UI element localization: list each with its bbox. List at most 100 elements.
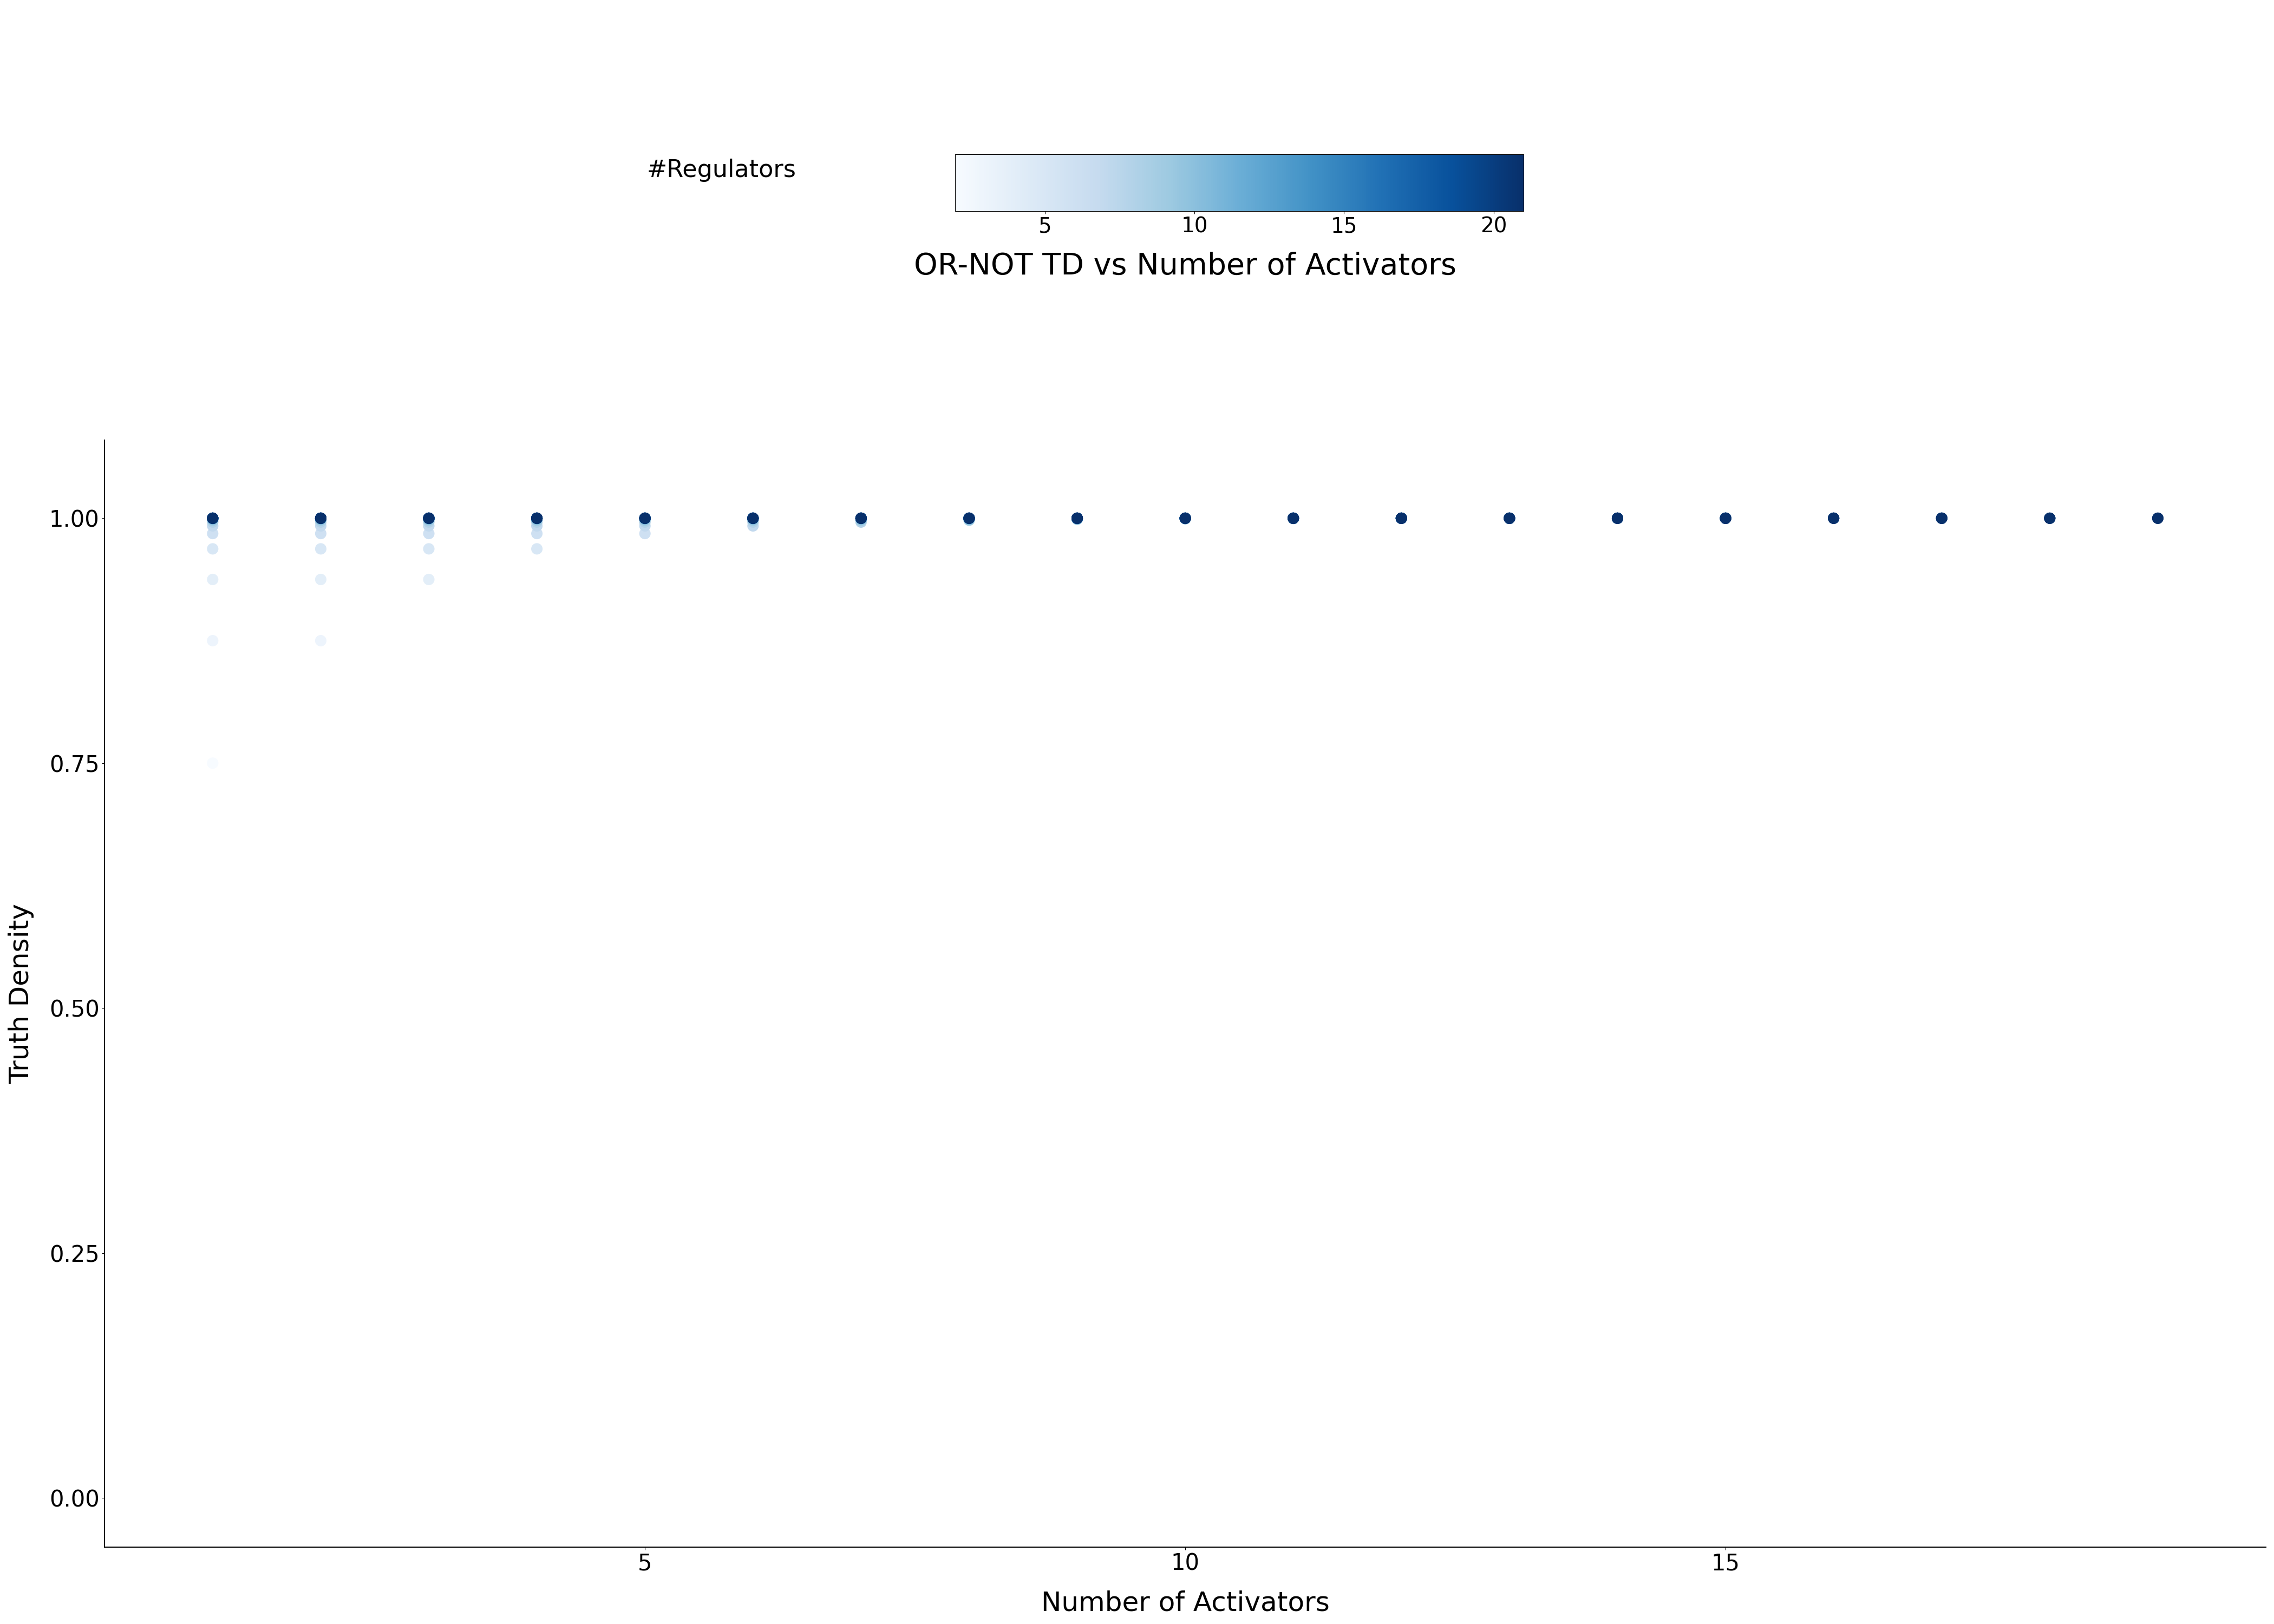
Point — [302, 505, 339, 531]
Point — [302, 507, 339, 533]
Point — [518, 521, 555, 547]
Text: #Regulators: #Regulators — [646, 159, 796, 182]
Point — [1060, 505, 1096, 531]
Point — [735, 505, 771, 531]
Point — [951, 505, 987, 531]
Point — [196, 505, 232, 531]
Point — [628, 505, 664, 531]
Point — [1492, 505, 1528, 531]
Point — [951, 505, 987, 531]
Point — [518, 505, 555, 531]
Point — [1492, 505, 1528, 531]
Point — [302, 505, 339, 531]
Point — [1383, 505, 1419, 531]
Point — [628, 505, 664, 531]
Point — [628, 505, 664, 531]
Point — [1924, 505, 1960, 531]
Point — [412, 505, 448, 531]
Point — [1276, 505, 1312, 531]
Point — [412, 507, 448, 533]
Point — [628, 505, 664, 531]
Point — [844, 505, 880, 531]
Point — [1492, 505, 1528, 531]
Point — [628, 505, 664, 531]
Point — [1492, 505, 1528, 531]
Point — [628, 508, 664, 534]
Point — [1167, 505, 1203, 531]
Point — [518, 536, 555, 562]
Point — [1060, 505, 1096, 531]
Point — [1276, 505, 1312, 531]
Point — [302, 507, 339, 533]
Point — [951, 505, 987, 531]
Point — [844, 505, 880, 531]
Point — [1492, 505, 1528, 531]
Point — [1276, 505, 1312, 531]
Point — [735, 505, 771, 531]
Point — [196, 521, 232, 547]
Point — [196, 567, 232, 593]
Point — [518, 505, 555, 531]
Point — [1599, 505, 1635, 531]
Point — [735, 505, 771, 531]
Y-axis label: Truth Density: Truth Density — [9, 903, 34, 1083]
Point — [1276, 505, 1312, 531]
Point — [1276, 505, 1312, 531]
Point — [951, 505, 987, 531]
Point — [1599, 505, 1635, 531]
Point — [1167, 505, 1203, 531]
Point — [951, 505, 987, 531]
Point — [196, 536, 232, 562]
Point — [518, 507, 555, 533]
Point — [951, 507, 987, 533]
Point — [1599, 505, 1635, 531]
Point — [735, 505, 771, 531]
Point — [196, 505, 232, 531]
Point — [1599, 505, 1635, 531]
Point — [412, 513, 448, 539]
Point — [1599, 505, 1635, 531]
Point — [518, 505, 555, 531]
Point — [412, 521, 448, 547]
Point — [302, 508, 339, 534]
Point — [735, 507, 771, 533]
Point — [951, 505, 987, 531]
Point — [1383, 505, 1419, 531]
Point — [302, 536, 339, 562]
Point — [302, 505, 339, 531]
Point — [1815, 505, 1851, 531]
Point — [628, 505, 664, 531]
Point — [1599, 505, 1635, 531]
Point — [1708, 505, 1744, 531]
Point — [412, 505, 448, 531]
Point — [2031, 505, 2067, 531]
Point — [1060, 505, 1096, 531]
Point — [412, 505, 448, 531]
Point — [628, 505, 664, 531]
Point — [628, 505, 664, 531]
X-axis label: Number of Activators: Number of Activators — [1041, 1590, 1330, 1616]
Point — [844, 508, 880, 534]
Point — [844, 505, 880, 531]
Point — [412, 567, 448, 593]
Point — [1815, 505, 1851, 531]
Point — [302, 505, 339, 531]
Point — [412, 508, 448, 534]
Point — [196, 513, 232, 539]
Point — [844, 505, 880, 531]
Point — [302, 513, 339, 539]
Point — [1492, 505, 1528, 531]
Point — [1060, 505, 1096, 531]
Point — [951, 505, 987, 531]
Point — [196, 505, 232, 531]
Point — [1060, 505, 1096, 531]
Point — [735, 505, 771, 531]
Point — [1167, 505, 1203, 531]
Point — [196, 508, 232, 534]
Point — [951, 507, 987, 533]
Point — [1383, 505, 1419, 531]
Point — [1167, 505, 1203, 531]
Point — [412, 505, 448, 531]
Point — [518, 505, 555, 531]
Point — [628, 505, 664, 531]
